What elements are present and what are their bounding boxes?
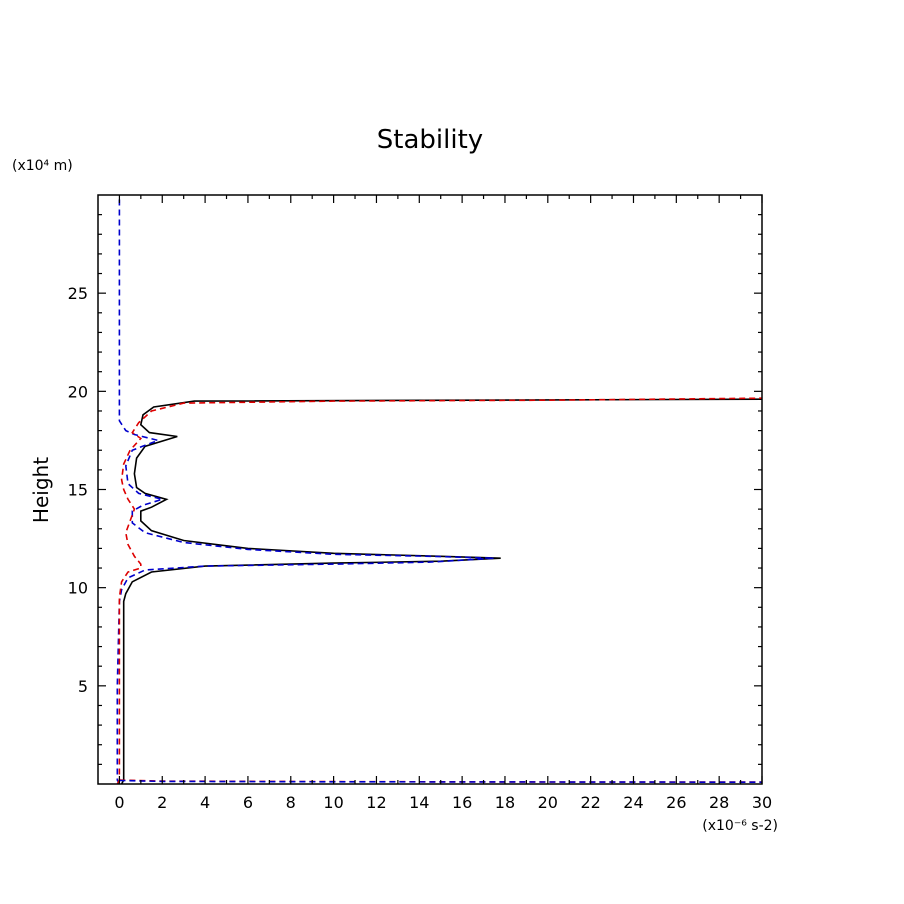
y-tick-label: 25 [68, 284, 88, 303]
series-line-1 [116, 195, 495, 784]
y-unit-label: (x10⁴ m) [12, 158, 73, 174]
x-tick-label: 22 [580, 793, 600, 812]
x-tick-label: 24 [623, 793, 643, 812]
x-tick-label: 2 [157, 793, 167, 812]
y-tick-label: 5 [78, 677, 88, 696]
x-tick-label: 8 [286, 793, 296, 812]
series-line-0 [120, 398, 762, 784]
series-layer [116, 195, 762, 784]
series-line-2 [116, 397, 762, 784]
x-unit-label: (x10⁻⁶ s-2) [702, 818, 778, 834]
plot-frame [97, 194, 763, 785]
x-tick-label: 12 [366, 793, 386, 812]
x-tick-label: 14 [409, 793, 429, 812]
y-tick-label: 20 [68, 382, 88, 401]
x-tick-label: 16 [452, 793, 472, 812]
x-tick-label: 18 [495, 793, 515, 812]
y-tick-label: 10 [68, 579, 88, 598]
x-tick-label: 20 [538, 793, 558, 812]
x-tick-label: 28 [709, 793, 729, 812]
x-tick-label: 0 [114, 793, 124, 812]
x-tick-label: 10 [323, 793, 343, 812]
x-tick-label: 6 [243, 793, 253, 812]
chart-title: Stability [377, 125, 483, 155]
x-tick-label: 26 [666, 793, 686, 812]
x-tick-label: 4 [200, 793, 210, 812]
y-axis-label: Height [29, 457, 53, 523]
x-tick-label: 30 [752, 793, 772, 812]
y-tick-label: 15 [68, 481, 88, 500]
